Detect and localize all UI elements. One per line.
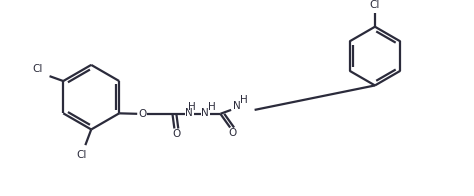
Text: H: H — [188, 102, 196, 112]
Text: Cl: Cl — [370, 0, 380, 10]
Text: N: N — [185, 108, 193, 118]
Text: N: N — [201, 108, 209, 118]
Text: H: H — [240, 95, 248, 105]
Text: Cl: Cl — [33, 64, 43, 74]
Text: O: O — [138, 109, 146, 119]
Text: Cl: Cl — [76, 150, 87, 160]
Text: O: O — [228, 128, 236, 138]
Text: N: N — [233, 101, 241, 111]
Text: O: O — [172, 129, 181, 139]
Text: H: H — [208, 102, 216, 112]
